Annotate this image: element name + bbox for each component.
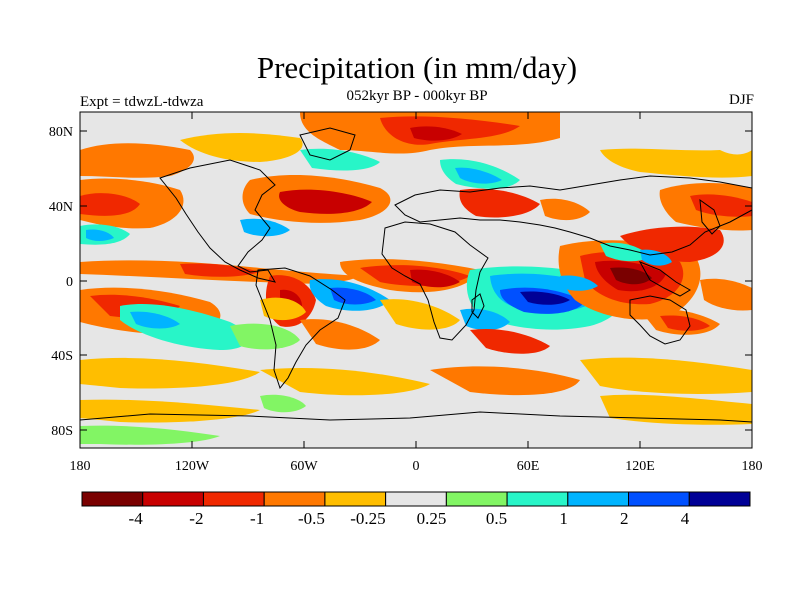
lon-tick-label: 60E — [517, 459, 540, 474]
longitude-axis: 180 120W 60W 0 60E 120E 180 — [70, 112, 763, 474]
colorbar-label: 1 — [559, 509, 568, 528]
map-title: Precipitation (in mm/day) — [256, 50, 578, 85]
latitude-axis: 80N 40N 0 40S 80S — [49, 125, 752, 439]
lon-tick-label: 60W — [290, 459, 318, 474]
precip-anomaly-field — [80, 112, 752, 445]
lat-tick-label: 80S — [51, 424, 73, 439]
colorbar-label: 0.5 — [486, 509, 507, 528]
colorbar-swatch — [688, 491, 751, 507]
lat-tick-label: 40S — [51, 349, 73, 364]
colorbar-swatch — [263, 491, 326, 507]
colorbar-swatch — [142, 491, 204, 507]
lon-tick-label: 120W — [175, 459, 210, 474]
colorbar-swatch — [385, 491, 447, 507]
lon-tick-label: 180 — [742, 459, 763, 474]
lon-tick-label: 180 — [70, 459, 91, 474]
colorbar-label: -1 — [250, 509, 264, 528]
lat-tick-label: 40N — [49, 200, 73, 215]
colorbar-label: -0.25 — [350, 509, 385, 528]
map-subtitle: 052kyr BP - 000kyr BP — [346, 88, 488, 104]
colorbar-label: 0.25 — [417, 509, 447, 528]
colorbar-label: -2 — [189, 509, 203, 528]
lat-tick-label: 80N — [49, 125, 73, 140]
colorbar-swatch — [324, 491, 387, 507]
lon-tick-label: 120E — [625, 459, 655, 474]
colorbar: -4 -2 -1 -0.5 -0.25 0.25 0.5 1 2 4 — [81, 491, 751, 528]
colorbar-swatch — [445, 491, 508, 507]
map-panel — [79, 111, 753, 449]
colorbar-label: -4 — [129, 509, 144, 528]
coastlines — [80, 127, 752, 423]
colorbar-label: -0.5 — [298, 509, 325, 528]
colorbar-swatch — [567, 491, 630, 507]
colorbar-swatch — [628, 491, 690, 507]
colorbar-swatch — [202, 491, 265, 507]
season-label: DJF — [728, 92, 754, 108]
colorbar-swatch — [506, 491, 569, 507]
lon-tick-label: 0 — [413, 459, 420, 474]
colorbar-label: 4 — [681, 509, 690, 528]
experiment-label: Expt = tdwzL-tdwza — [80, 94, 204, 110]
colorbar-label: 2 — [620, 509, 629, 528]
colorbar-swatch — [81, 491, 144, 507]
lat-tick-label: 0 — [66, 275, 73, 290]
